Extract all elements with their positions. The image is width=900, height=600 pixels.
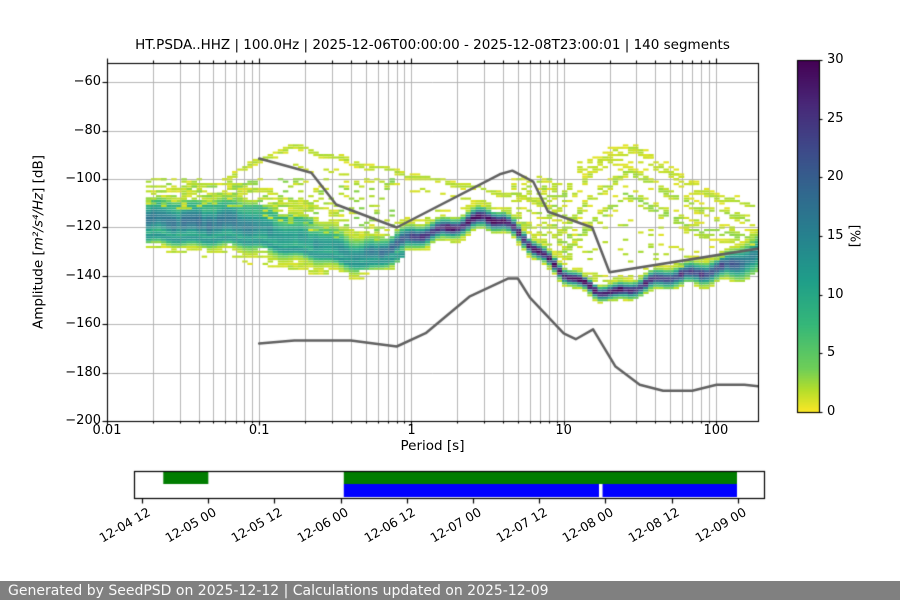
x-tick-label: 100: [703, 423, 729, 438]
y-axis-label: Amplitude [m²/s⁴/Hz] [dB]: [30, 154, 47, 330]
y-tick-label: −160: [65, 316, 101, 332]
x-tick-label: 1: [407, 423, 416, 438]
colorbar-tick-label: 5: [827, 345, 836, 361]
colorbar-tick-label: 20: [827, 169, 844, 185]
plot-title: HT.PSDA..HHZ | 100.0Hz | 2025-12-06T00:0…: [135, 37, 730, 53]
y-tick-label: −120: [65, 219, 101, 235]
y-tick-label: −80: [73, 122, 101, 138]
x-tick-label: 0.1: [248, 423, 270, 438]
colorbar-tick-label: 15: [827, 228, 844, 243]
x-axis-label: Period [s]: [400, 438, 465, 454]
colorbar-tick-label: 25: [827, 110, 844, 126]
x-tick-label: 0.01: [92, 423, 122, 438]
footer-bar: Generated by SeedPSD on 2025-12-12 | Cal…: [0, 581, 900, 600]
colorbar-tick-label: 0: [827, 404, 836, 419]
y-tick-label: −180: [65, 364, 101, 380]
colorbar-label: [%]: [846, 224, 862, 248]
y-tick-label: −200: [65, 413, 101, 428]
y-tick-label: −140: [65, 267, 101, 283]
colorbar-tick-label: 10: [827, 286, 844, 302]
colorbar-tick-label: 30: [827, 52, 844, 67]
y-tick-label: −60: [73, 74, 101, 90]
x-tick-label: 10: [555, 423, 572, 438]
footer-text: Generated by SeedPSD on 2025-12-12 | Cal…: [8, 582, 549, 599]
y-tick-label: −100: [65, 171, 101, 187]
